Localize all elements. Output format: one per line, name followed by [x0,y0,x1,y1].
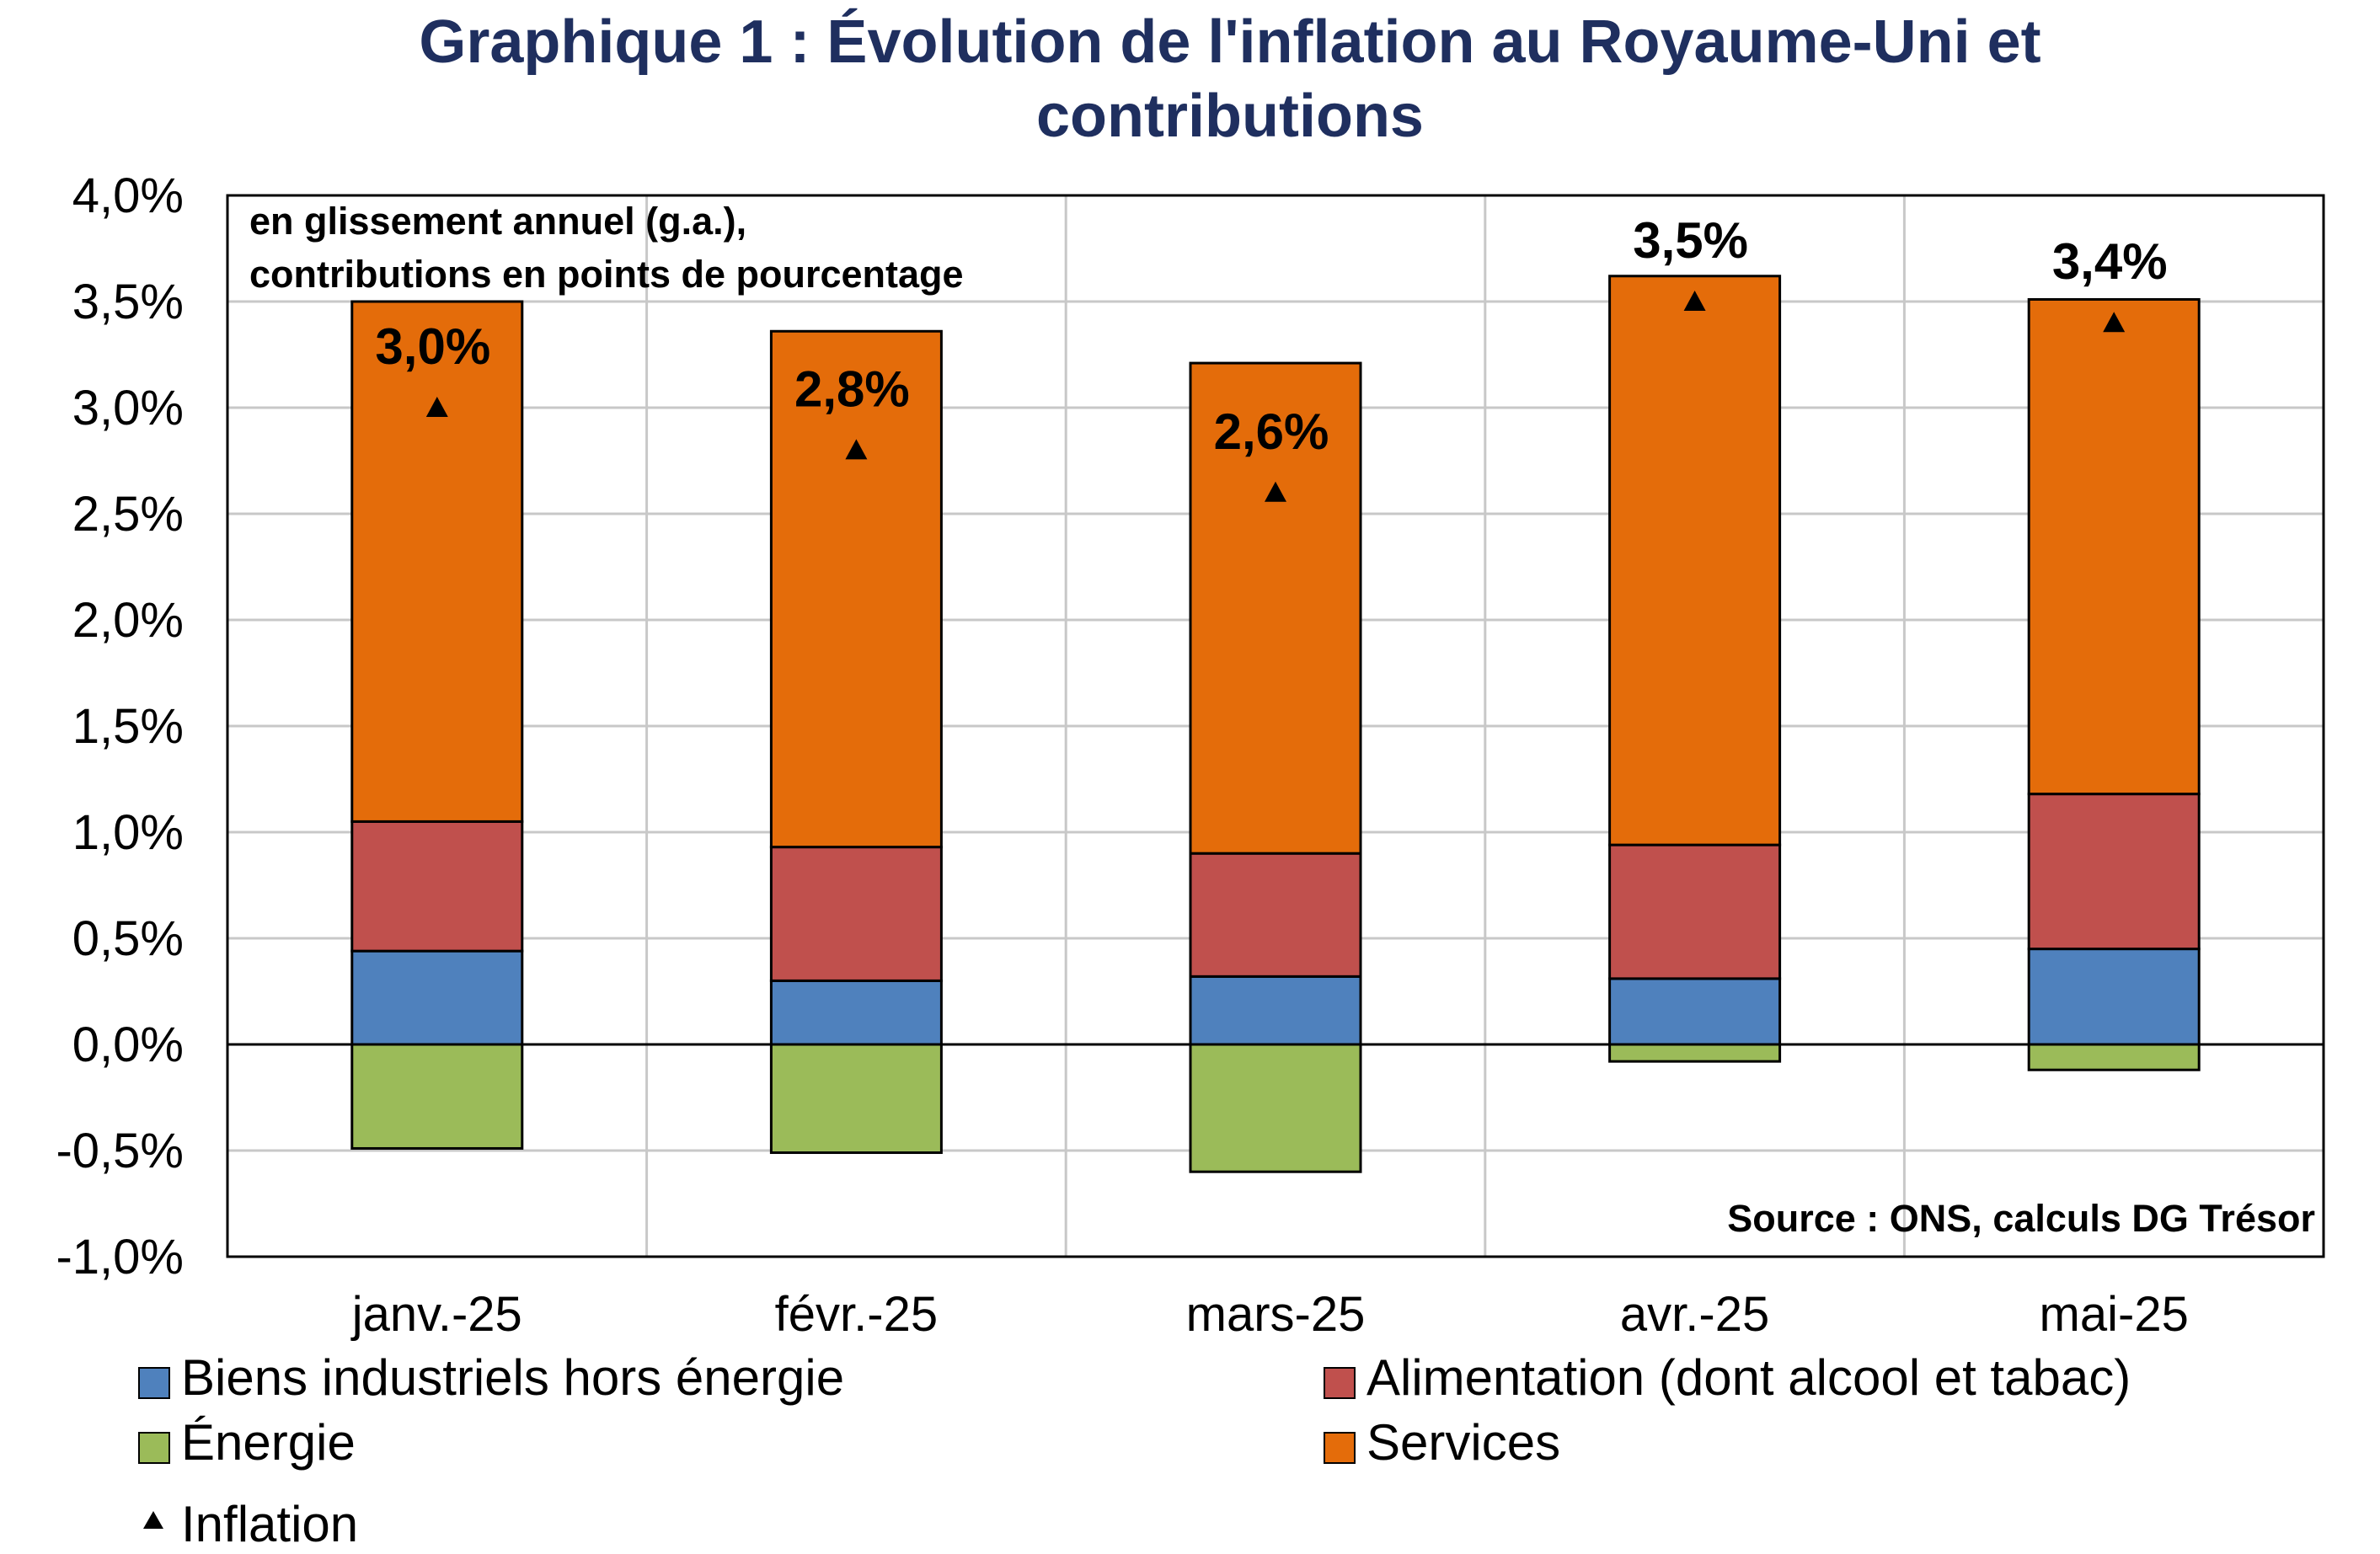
bar-segment-energie-1 [769,1043,943,1155]
legend-swatch [138,1432,170,1464]
inflation-value-label-2: 2,6% [1214,403,1329,460]
bar-segment-services-4 [2027,297,2201,796]
bar-segment-services-2 [1189,361,1362,855]
inflation-marker-0 [425,397,448,417]
inflation-markers [425,291,2126,502]
chart-source: Source : ONS, calculs DG Trésor [1727,1197,2315,1240]
y-tick-label-3: 0,5% [72,911,184,966]
chart-legend: Biens industriels hors énergie Alimentati… [138,1349,2131,1552]
y-tick-label-9: 3,5% [72,275,184,329]
legend-item-energie: Énergie [138,1414,356,1471]
bar-segment-services-1 [769,329,943,849]
bar-stacks [350,275,2201,1173]
bar-segment-alimentation-dont-alcool-et-tabac-0 [350,820,524,953]
legend-label: Alimentation (dont alcool et tabac) [1366,1349,2131,1406]
inflation-value-label-3: 3,5% [1633,212,1748,269]
y-tick-label-5: 1,5% [72,699,184,754]
legend-item-biens-industriels-hors-energie: Biens industriels hors énergie [138,1349,844,1406]
bar-segment-biens-industriels-hors-energie-3 [1608,977,1782,1046]
y-tick-label-6: 2,0% [72,593,184,648]
y-tick-label-2: 0,0% [72,1017,184,1072]
y-tick-label-1: -0,5% [56,1124,184,1178]
inflation-value-labels: 3,0% 2,8% 2,6% 3,5% 3,4% [375,212,2167,460]
x-tick-label-0: janv.-25 [350,1287,522,1342]
x-tick-label-4: mai-25 [2040,1287,2189,1342]
y-tick-label-7: 2,5% [72,487,184,542]
legend-swatch [1324,1432,1356,1464]
inflation-marker-2 [1265,481,1286,502]
inflation-marker-3 [1683,291,1706,311]
bar-segment-energie-3 [1608,1043,1782,1063]
y-tick-label-10: 4,0% [72,168,184,223]
bar-segment-alimentation-dont-alcool-et-tabac-4 [2027,793,2201,951]
legend-item-inflation: Inflation [143,1496,358,1552]
inflation-value-label-0: 3,0% [375,318,490,375]
inflation-value-label-4: 3,4% [2052,233,2168,290]
y-tick-label-0: -1,0% [56,1230,184,1284]
inflation-marker-4 [2103,312,2126,333]
y-tick-label-8: 3,0% [72,381,184,435]
chart-title-line-1: Graphique 1 : Évolution de l'inflation a… [419,8,2040,76]
bar-segment-energie-0 [350,1043,524,1150]
bar-segment-biens-industriels-hors-energie-1 [769,979,943,1046]
y-axis-tick-labels: -1,0% -0,5% 0,0% 0,5% 1,0% 1,5% 2,0% 2,5% 3,0% 3,… [56,168,184,1284]
legend-item-alimentation-dont-alcool-et-tabac: Alimentation (dont alcool et tabac) [1324,1349,2131,1406]
bar-segment-biens-industriels-hors-energie-2 [1189,975,1362,1046]
bar-segment-services-3 [1608,275,1782,846]
bar-segment-alimentation-dont-alcool-et-tabac-2 [1189,852,1362,978]
y-tick-label-4: 1,0% [72,805,184,860]
plot-area-frame [226,194,2325,1258]
bar-segment-alimentation-dont-alcool-et-tabac-1 [769,846,943,982]
inflation-value-label-1: 2,8% [794,360,910,417]
bar-segment-energie-2 [1189,1043,1362,1173]
legend-swatch [138,1367,170,1399]
inflation-marker-1 [845,439,868,460]
chart-note-line-2: contributions en points de pourcentage [249,253,964,296]
bar-segment-services-0 [350,300,524,823]
x-tick-label-1: févr.-25 [775,1287,938,1342]
x-axis-tick-labels: janv.-25 févr.-25 mars-25 avr.-25 mai-25 [350,1287,2189,1342]
x-tick-label-3: avr.-25 [1620,1287,1769,1342]
legend-item-services: Services [1324,1414,1560,1471]
legend-label: Inflation [181,1496,358,1552]
chart-note-line-1: en glissement annuel (g.a.), [249,200,746,243]
bar-segment-biens-industriels-hors-energie-4 [2027,948,2201,1046]
legend-swatch [1324,1367,1356,1399]
x-tick-label-2: mars-25 [1186,1287,1366,1342]
chart-title-line-2: contributions [1036,83,1424,150]
legend-marker [143,1511,163,1529]
legend-label: Services [1366,1414,1560,1471]
bar-segment-alimentation-dont-alcool-et-tabac-3 [1608,843,1782,980]
bar-segment-energie-4 [2027,1043,2201,1071]
bar-segment-biens-industriels-hors-energie-0 [350,949,524,1046]
legend-label: Énergie [181,1414,356,1471]
legend-label: Biens industriels hors énergie [181,1349,844,1406]
